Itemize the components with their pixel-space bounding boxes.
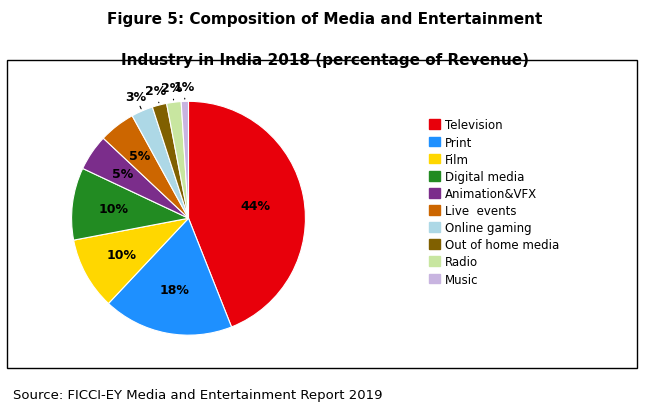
Text: 10%: 10% [107,249,137,262]
Wedge shape [103,117,188,219]
Text: 18%: 18% [160,283,190,296]
Wedge shape [188,102,306,327]
Wedge shape [152,104,188,219]
Text: 2%: 2% [145,85,166,103]
Wedge shape [166,102,188,219]
Wedge shape [83,139,188,219]
Legend: Television, Print, Film, Digital media, Animation&VFX, Live  events, Online gami: Television, Print, Film, Digital media, … [426,115,562,290]
Text: Source: FICCI-EY Media and Entertainment Report 2019: Source: FICCI-EY Media and Entertainment… [13,388,382,401]
Wedge shape [132,108,188,219]
Wedge shape [73,219,188,304]
Wedge shape [109,219,231,335]
Wedge shape [181,102,188,219]
Text: 10%: 10% [98,203,128,216]
Text: 44%: 44% [240,200,270,213]
Text: Figure 5: Composition of Media and Entertainment: Figure 5: Composition of Media and Enter… [107,12,543,27]
Text: 1%: 1% [174,81,195,100]
Text: 5%: 5% [112,168,133,181]
Wedge shape [72,169,188,241]
Text: 5%: 5% [129,149,150,162]
Text: 2%: 2% [161,81,183,101]
Text: 3%: 3% [125,91,147,109]
Text: Industry in India 2018 (percentage of Revenue): Industry in India 2018 (percentage of Re… [121,53,529,68]
